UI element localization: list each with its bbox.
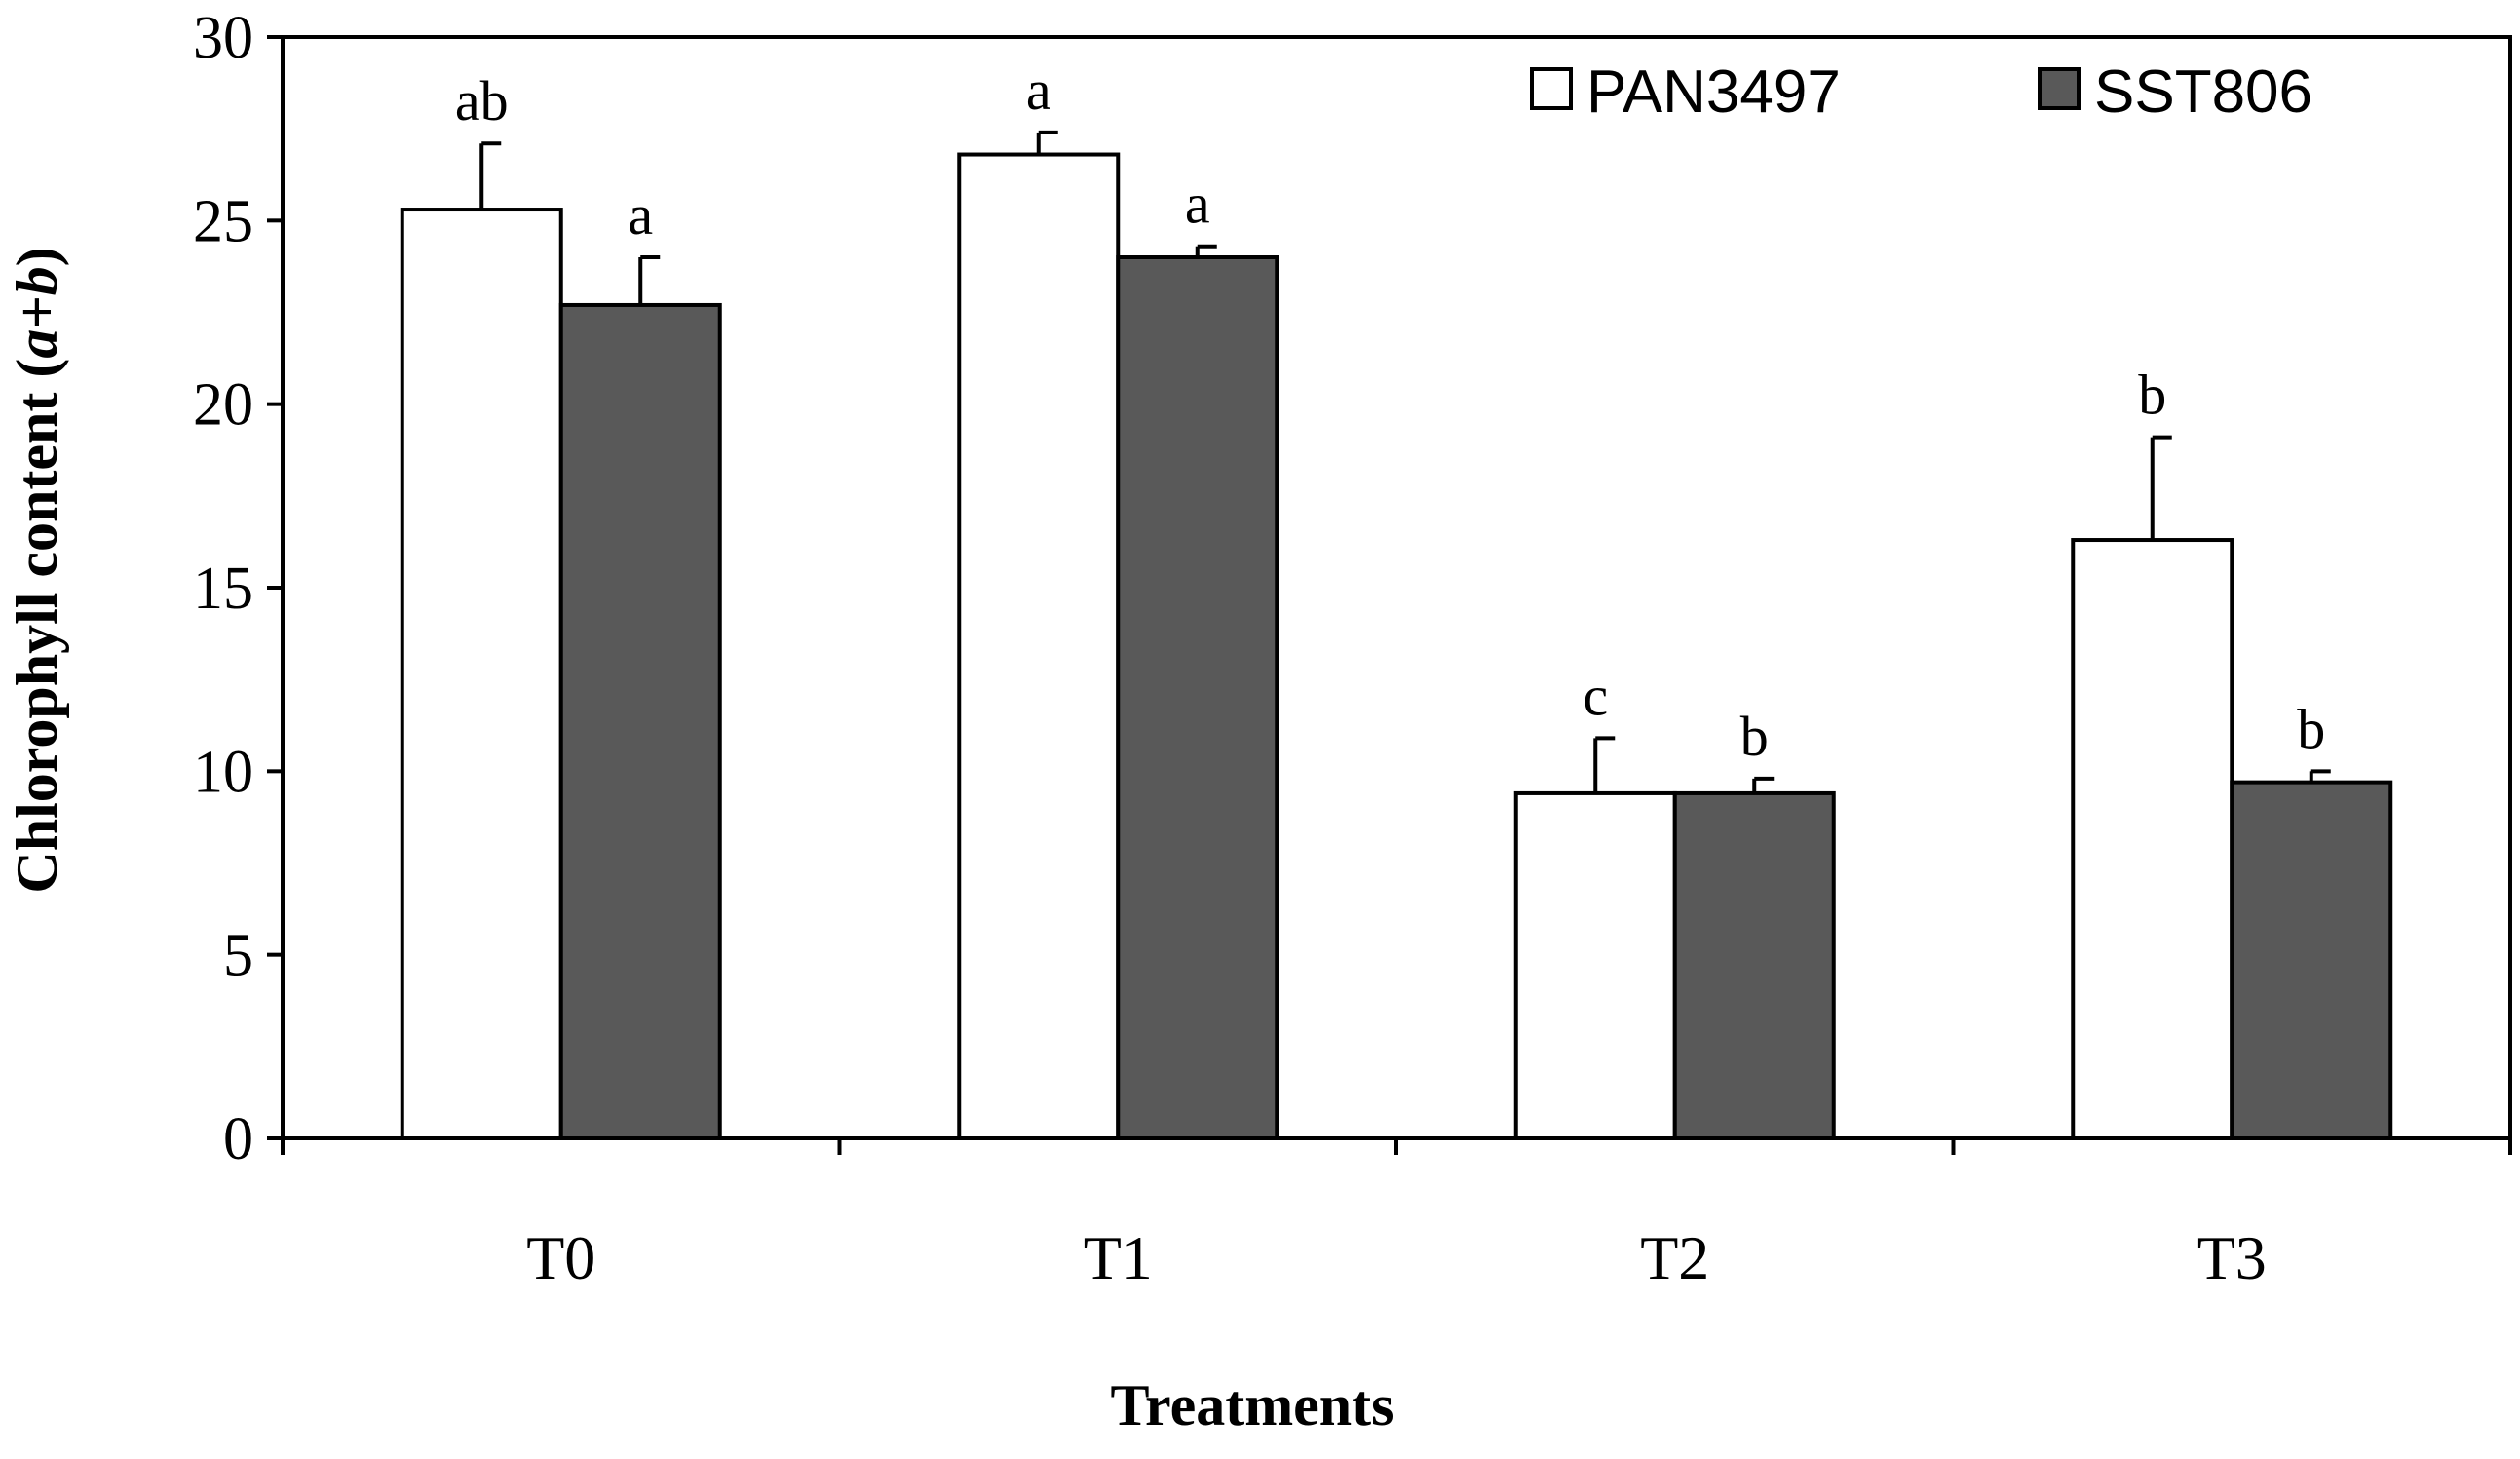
bar-sst806-t2 xyxy=(1672,790,1836,1141)
y-tick-label: 25 xyxy=(193,188,253,254)
legend-swatch-pan3497 xyxy=(1530,67,1573,110)
significance-letter: a xyxy=(1026,58,1051,122)
y-axis-title-suffix: ) xyxy=(5,247,69,266)
legend-swatch-sst806 xyxy=(2038,67,2081,110)
x-tick-label: T3 xyxy=(2197,1223,2267,1292)
significance-letter: a xyxy=(1185,173,1210,236)
x-tick-label: T2 xyxy=(1640,1223,1709,1292)
y-axis-title-prefix: Chlorophyll content ( xyxy=(5,359,69,894)
y-tick-label: 10 xyxy=(193,739,253,805)
bar-sst806-t1 xyxy=(1116,255,1279,1140)
significance-letter: c xyxy=(1583,664,1608,727)
x-tick-label: T1 xyxy=(1084,1223,1153,1292)
y-tick-label: 30 xyxy=(193,5,253,71)
significance-letter: b xyxy=(2297,697,2325,760)
bar-pan3497-t0 xyxy=(400,208,563,1141)
bar-pan3497-t2 xyxy=(1513,790,1677,1141)
legend-label-sst806: SST806 xyxy=(2094,58,2312,126)
legend: PAN3497 SST806 xyxy=(1530,58,2312,126)
significance-letter: b xyxy=(2138,364,2166,427)
y-tick-label: 15 xyxy=(193,556,253,622)
y-tick-label: 5 xyxy=(223,923,253,989)
bar-pan3497-t1 xyxy=(957,152,1121,1141)
bar-sst806-t3 xyxy=(2230,780,2393,1141)
significance-letter: a xyxy=(628,183,653,247)
y-axis-title: Chlorophyll content (a+b) xyxy=(5,247,69,893)
significance-letter: b xyxy=(1740,705,1769,768)
bar-pan3497-t3 xyxy=(2071,538,2234,1140)
y-tick-label: 20 xyxy=(193,372,253,439)
x-tick-label: T0 xyxy=(526,1223,595,1292)
legend-label-pan3497: PAN3497 xyxy=(1586,58,1841,126)
y-tick-label: 0 xyxy=(223,1106,253,1172)
y-axis-title-italic: a+b xyxy=(5,266,69,358)
x-axis-title: Treatments xyxy=(1110,1373,1394,1438)
significance-letter: ab xyxy=(455,69,509,133)
bar-sst806-t0 xyxy=(558,302,722,1140)
